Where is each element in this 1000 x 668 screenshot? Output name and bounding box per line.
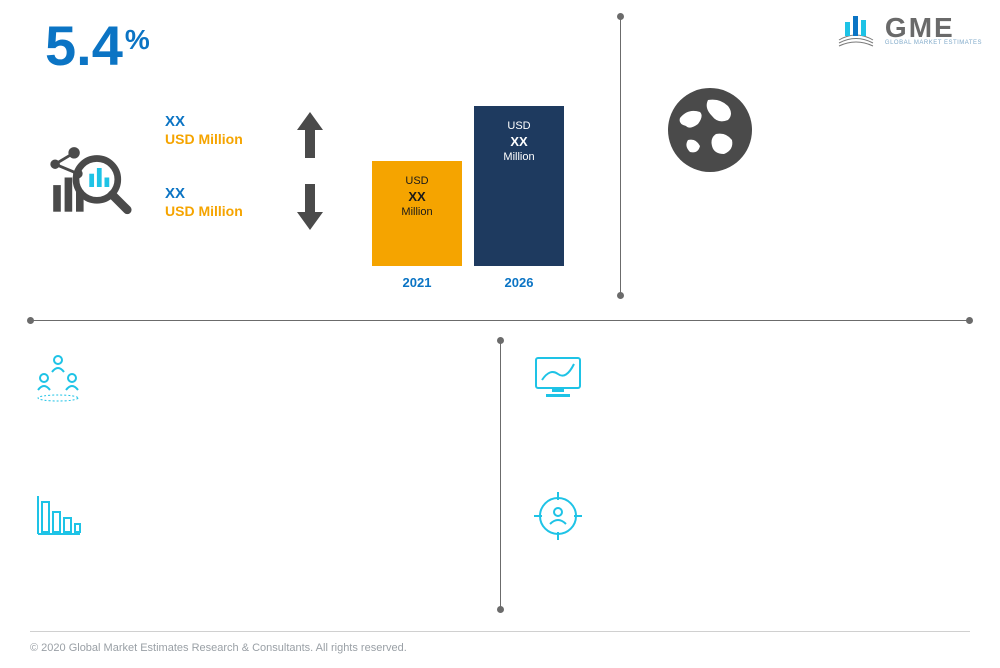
arrow-up-icon (295, 110, 325, 160)
bar-million: Million (474, 151, 564, 163)
q3-title: Increasing demand because it is handy (102, 488, 460, 503)
high-usd: USD Million (165, 131, 295, 147)
bar-usd: USD (372, 175, 462, 187)
value-arrows: XX USD Million High Redacted Value XX US… (165, 110, 325, 254)
q4-title: The rise in the R&D initiatives offers h… (602, 488, 960, 503)
bar-xx: XX (474, 134, 564, 149)
quad-tech-advances: Novel advancements in technology will ai… (30, 350, 460, 450)
vertical-divider-top (620, 16, 621, 296)
target-user-icon (530, 488, 586, 544)
quad-trends: Comprising moving trends DNA vaccine is … (530, 350, 960, 435)
globe-icon (660, 80, 760, 180)
q4-body: The major driver involves the number of … (602, 508, 960, 589)
bar-label-2026: 2026 (474, 275, 564, 290)
bar-million: Million (372, 206, 462, 218)
low-xx: XX (165, 185, 295, 202)
quad-rd: The rise in the R&D initiatives offers h… (530, 488, 960, 589)
monitor-trend-icon (530, 350, 586, 406)
low-usd: USD Million (165, 203, 295, 219)
cagr-percent: % (125, 24, 150, 56)
region-block: North America to hold the largest share … (660, 80, 980, 280)
q2-title: Comprising moving trends (602, 350, 960, 365)
low-sub: Low Redacted Value (165, 220, 295, 230)
region-body: North America has witnessed the increase… (660, 212, 980, 280)
high-value-row: XX USD Million High Redacted Value (165, 110, 325, 160)
market-bar-chart: USD XX Million 2021 USD XX Million 2026 (372, 110, 582, 290)
logo-subtext: GLOBAL MARKET ESTIMATES (885, 40, 982, 46)
bar-2026: USD XX Million (474, 106, 564, 266)
people-network-icon (30, 350, 86, 406)
region-title: North America to hold the largest share (660, 193, 980, 208)
bar-label-2021: 2021 (372, 275, 462, 290)
bar-xx: XX (372, 189, 462, 204)
bar-usd: USD (474, 120, 564, 132)
footer-divider (30, 631, 970, 632)
low-value-row: XX USD Million Low Redacted Value (165, 182, 325, 232)
high-sub: High Redacted Value (165, 148, 295, 158)
q3-body: The vaccine aids in preventing the perso… (102, 508, 460, 557)
vertical-divider-bottom (500, 340, 501, 610)
bar-2021: USD XX Million (372, 161, 462, 266)
cagr-block: 5.4% CAGR (2021-2026) (45, 18, 150, 88)
logo-mark-icon (835, 8, 877, 50)
analytics-magnifier-icon (38, 130, 133, 225)
cagr-sub: CAGR (2021-2026) (45, 76, 150, 88)
q2-body: DNA vaccine is a rapidly developing tech… (602, 370, 960, 435)
bottom-section: Novel advancements in technology will ai… (30, 340, 970, 620)
q1-body: The vaccine has effective methods for pr… (102, 385, 460, 450)
copyright: © 2020 Global Market Estimates Research … (30, 642, 407, 654)
cagr-value: 5.4 (45, 18, 123, 74)
brand-logo: GME GLOBAL MARKET ESTIMATES (835, 8, 982, 50)
bar-chart-icon (30, 488, 86, 544)
q1-title: Novel advancements in technology will ai… (102, 350, 460, 380)
arrow-down-icon (295, 182, 325, 232)
top-section: 5.4% CAGR (2021-2026) XX USD Million Hig… (0, 0, 1000, 310)
quad-demand: Increasing demand because it is handy Th… (30, 488, 460, 557)
horizontal-divider (30, 320, 970, 321)
high-xx: XX (165, 113, 295, 130)
